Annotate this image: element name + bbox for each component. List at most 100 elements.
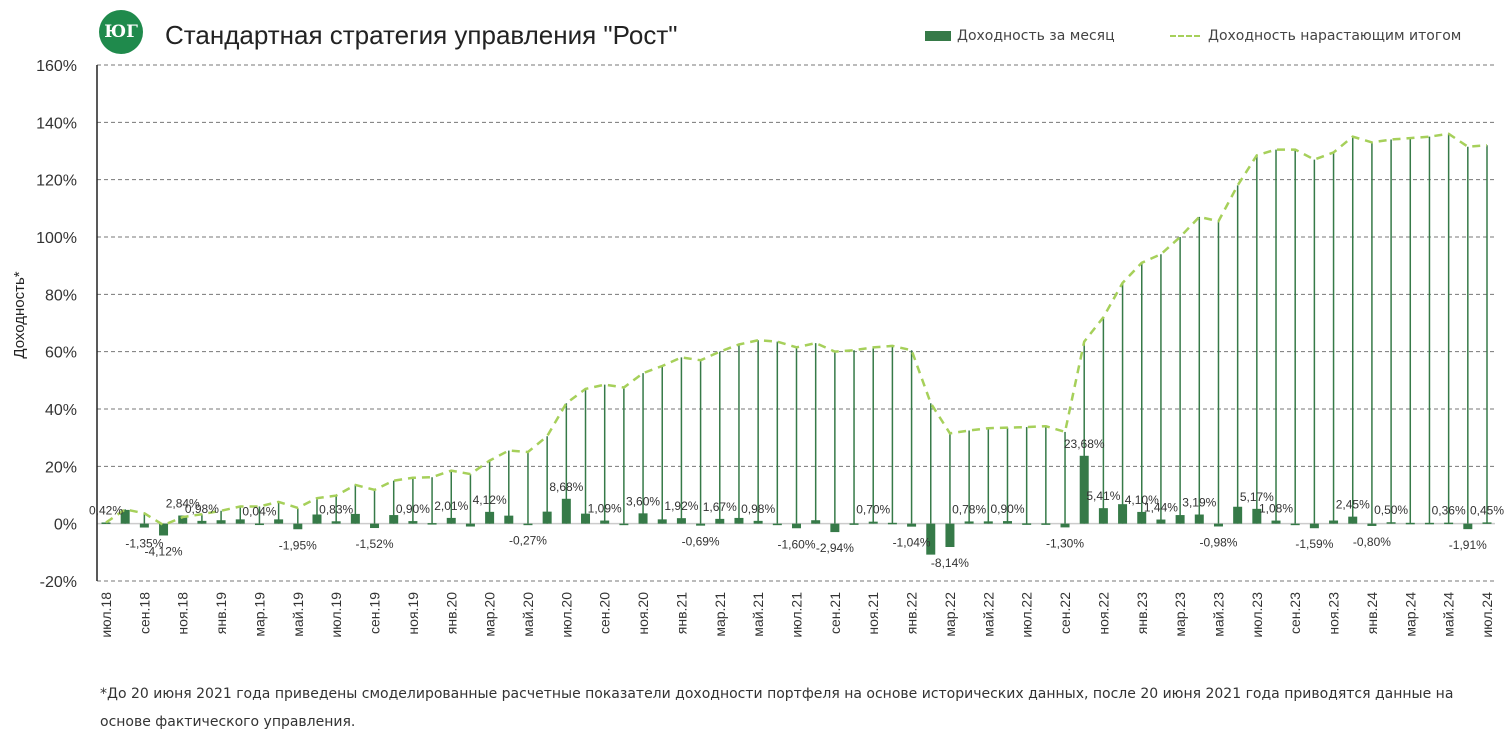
data-label: 5,41% <box>1086 489 1120 503</box>
x-tick-label: янв.23 <box>1134 592 1150 634</box>
monthly-bar <box>1252 508 1262 524</box>
data-label: -1,30% <box>1046 536 1084 550</box>
legend-line-swatch <box>1170 35 1200 37</box>
monthly-bar <box>120 509 130 524</box>
monthly-bar <box>849 523 859 525</box>
monthly-bar <box>887 522 897 525</box>
legend-item-cumulative: Доходность нарастающим итогом <box>1170 28 1461 44</box>
chart-title: Стандартная стратегия управления "Рост" <box>165 20 678 50</box>
data-label: 2,01% <box>434 499 468 513</box>
x-tick-label: янв.22 <box>904 592 920 634</box>
monthly-bar <box>370 523 380 529</box>
monthly-bar <box>235 519 245 524</box>
monthly-bar <box>657 519 667 524</box>
x-tick-label: ноя.18 <box>175 592 191 635</box>
monthly-bar <box>581 513 591 524</box>
x-tick-label: май.19 <box>290 592 306 637</box>
data-label: -1,60% <box>777 537 815 551</box>
x-tick-label: мар.19 <box>251 592 267 637</box>
y-tick-label: 20% <box>45 459 77 476</box>
cumulative-line <box>105 132 1488 527</box>
x-tick-label: янв.20 <box>443 592 459 634</box>
data-label: 0,70% <box>856 503 890 517</box>
data-label: 0,04% <box>242 505 276 519</box>
x-tick-label: июл.22 <box>1019 592 1035 638</box>
data-label: 1,92% <box>664 499 698 513</box>
x-tick-label: ноя.22 <box>1095 592 1111 635</box>
monthly-bar <box>772 523 782 526</box>
monthly-bar <box>964 521 974 524</box>
x-tick-label: ноя.21 <box>865 592 881 635</box>
monthly-bar <box>753 520 763 524</box>
monthly-bar <box>1367 523 1377 526</box>
monthly-bar <box>638 513 648 524</box>
data-label: -8,14% <box>931 556 969 570</box>
data-label: 4,10% <box>1125 493 1159 507</box>
monthly-bar <box>408 521 418 524</box>
monthly-bar <box>1213 523 1223 527</box>
data-label: 0,42% <box>89 503 123 517</box>
monthly-bar <box>1022 523 1032 525</box>
monthly-bar <box>1002 521 1012 524</box>
x-tick-label: ноя.20 <box>635 592 651 635</box>
y-tick-label: 100% <box>36 230 77 247</box>
data-label: -1,59% <box>1295 537 1333 551</box>
x-tick-label: июл.18 <box>98 592 114 638</box>
monthly-bar <box>197 520 207 524</box>
monthly-bar <box>389 515 399 524</box>
x-tick-label: май.22 <box>980 592 996 637</box>
monthly-bar <box>1156 519 1166 524</box>
legend-item-monthly: Доходность за месяц <box>925 28 1115 44</box>
monthly-bar <box>216 520 226 524</box>
monthly-bar <box>446 517 456 524</box>
x-tick-label: июл.19 <box>328 592 344 638</box>
monthly-bar <box>1098 508 1108 524</box>
y-tick-label: -20% <box>40 574 77 591</box>
y-tick-label: 140% <box>36 115 77 132</box>
monthly-bar <box>1444 522 1454 525</box>
monthly-bar <box>1405 522 1415 525</box>
monthly-bar <box>676 518 686 524</box>
data-label: -1,35% <box>125 537 163 551</box>
monthly-bar <box>254 523 264 526</box>
y-tick-label: 120% <box>36 173 77 190</box>
x-tick-label: мар.20 <box>482 592 498 637</box>
x-tick-label: янв.24 <box>1364 592 1380 634</box>
data-label: 0,90% <box>990 502 1024 516</box>
monthly-bar <box>907 523 917 527</box>
monthly-bar <box>1348 516 1358 524</box>
x-tick-label: июл.23 <box>1249 592 1265 638</box>
y-tick-label: 80% <box>45 287 77 304</box>
data-label: 0,50% <box>1374 503 1408 517</box>
data-label: 0,45% <box>1470 503 1504 517</box>
monthly-bar <box>485 511 495 524</box>
monthly-bar <box>1271 520 1281 524</box>
footnote: *До 20 июня 2021 года приведены смоделир… <box>100 686 1454 730</box>
data-label: 0,78% <box>952 502 986 516</box>
data-label: 0,98% <box>185 502 219 516</box>
data-label: 4,12% <box>473 493 507 507</box>
y-tick-label: 0% <box>54 517 77 534</box>
data-label: 3,60% <box>626 494 660 508</box>
x-tick-label: май.24 <box>1441 592 1457 637</box>
monthly-bar <box>926 523 936 555</box>
monthly-bar <box>600 520 610 524</box>
monthly-bar <box>868 521 878 524</box>
x-tick-label: май.21 <box>750 592 766 637</box>
monthly-bar <box>350 513 360 524</box>
monthly-bar <box>945 523 955 548</box>
monthly-bar <box>1175 515 1185 524</box>
monthly-bar <box>734 517 744 524</box>
x-tick-label: июл.24 <box>1479 592 1495 638</box>
data-label: 1,08% <box>1259 502 1293 516</box>
monthly-bar <box>1233 506 1243 524</box>
monthly-bar <box>504 515 514 524</box>
data-label: -0,69% <box>682 535 720 549</box>
x-tick-label: ноя.23 <box>1326 592 1342 635</box>
monthly-bar <box>1290 523 1300 526</box>
legend-bar-swatch <box>925 31 951 41</box>
monthly-bar <box>1309 523 1319 529</box>
data-label: -2,94% <box>816 541 854 555</box>
data-label: -1,91% <box>1449 538 1487 552</box>
